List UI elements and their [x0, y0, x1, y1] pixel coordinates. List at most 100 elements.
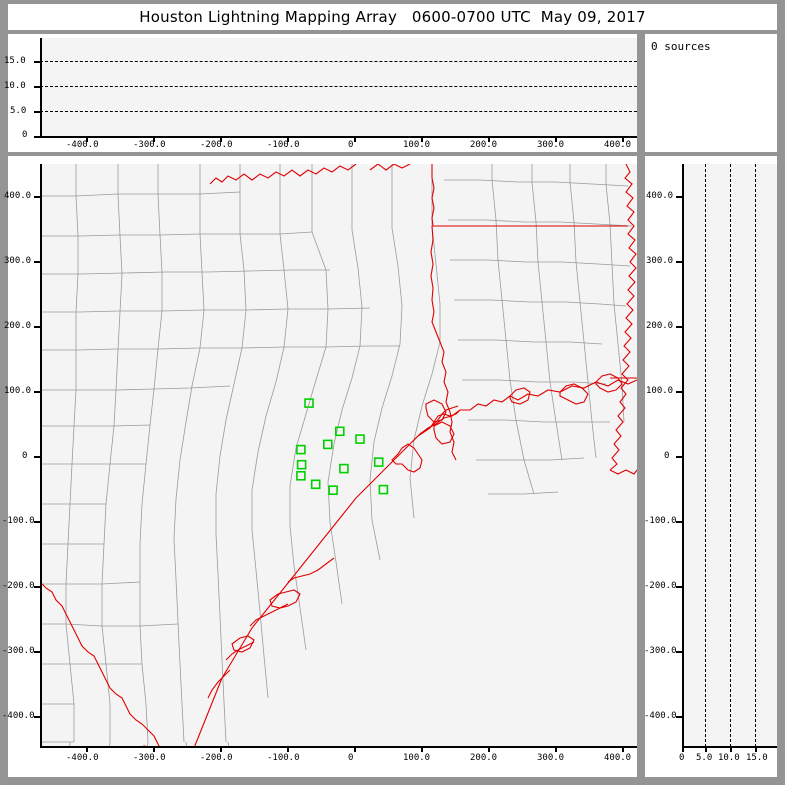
tick-map-x-2: [220, 747, 222, 752]
tick-right-x-2: [730, 747, 732, 752]
tick-label-top-y-2: 10.0: [4, 81, 26, 91]
tick-label-top-x-4: 0: [348, 140, 354, 150]
map-graphics: [40, 164, 637, 747]
tick-map-y-8: [34, 716, 40, 718]
time-height-x-axis: [40, 136, 637, 138]
map-y-axis: [40, 164, 42, 748]
lma-station-marker: [355, 434, 365, 444]
tick-label-map-y-4: 0: [22, 451, 28, 461]
tick-y-10: [34, 86, 40, 88]
rio-grande-border-layer: [40, 581, 161, 747]
tick-right-x-3: [755, 747, 757, 752]
tick-label-right-y-0: 400.0: [646, 191, 674, 201]
tick-label-map-x-5: 100.0: [403, 753, 431, 763]
tick-right-y-3: [676, 391, 682, 393]
tick-label-right-x-1: 5.0: [696, 753, 713, 763]
tick-map-y-6: [34, 586, 40, 588]
tick-label-map-x-2: -200.0: [200, 753, 233, 763]
tick-label-map-y-2: 200.0: [4, 321, 32, 331]
lma-station-marker: [334, 426, 345, 437]
tick-map-y-4: [34, 456, 40, 458]
lma-station-marker: [304, 398, 314, 408]
tick-y-5: [34, 111, 40, 113]
tick-label-top-x-5: 100.0: [403, 140, 431, 150]
gridline-y-5: [40, 111, 637, 112]
tick-label-top-x-1: -300.0: [133, 140, 166, 150]
tick-label-map-y-6: -200.0: [2, 581, 35, 591]
tick-label-right-y-5: -100.0: [644, 516, 677, 526]
tick-label-map-x-3: -100.0: [267, 753, 300, 763]
map-x-axis: [40, 746, 637, 748]
tick-map-y-5: [34, 521, 40, 523]
lma-station-marker: [322, 439, 333, 450]
tick-label-right-x-3: 15.0: [746, 753, 768, 763]
tick-right-y-8: [676, 716, 682, 718]
tick-label-map-x-4: 0: [348, 753, 354, 763]
tick-top-x-7: [555, 137, 557, 142]
lma-station-marker: [378, 484, 389, 495]
tick-label-map-x-6: 200.0: [470, 753, 498, 763]
lma-station-marker: [339, 463, 349, 474]
tick-top-x-5: [421, 137, 423, 142]
tick-label-top-x-0: -400.0: [66, 140, 99, 150]
coastline-layer: [140, 373, 637, 747]
tick-label-top-y-1: 5.0: [10, 106, 27, 116]
time-height-y-axis: [40, 38, 42, 137]
tick-y-15: [34, 61, 40, 63]
tick-top-x-2: [220, 137, 222, 142]
gridline-y-10: [40, 86, 637, 87]
tick-map-y-3: [34, 391, 40, 393]
tick-label-top-y-0: 0: [22, 130, 28, 140]
tick-y-0: [34, 136, 40, 138]
tick-label-right-y-3: 100.0: [646, 386, 674, 396]
tick-label-right-y-8: -400.0: [644, 711, 677, 721]
tick-right-y-5: [676, 521, 682, 523]
tick-label-right-y-6: -200.0: [644, 581, 677, 591]
tick-label-map-y-1: 300.0: [4, 256, 32, 266]
tick-label-right-x-0: 0: [679, 753, 685, 763]
lma-station-marker: [328, 485, 338, 496]
tick-label-right-y-1: 300.0: [646, 256, 674, 266]
state-borders-layer: [209, 164, 637, 475]
tick-label-top-x-2: -200.0: [200, 140, 233, 150]
tick-map-y-1: [34, 261, 40, 263]
tick-top-x-3: [287, 137, 289, 142]
gridline-x-15: [755, 164, 756, 747]
lma-station-marker: [310, 479, 321, 490]
tick-label-right-y-7: -300.0: [644, 646, 677, 656]
tick-label-map-y-5: -100.0: [2, 516, 35, 526]
map-plot-area[interactable]: [40, 164, 637, 747]
tick-right-y-4: [676, 456, 682, 458]
tick-right-y-0: [676, 196, 682, 198]
height-east-west-x-axis: [682, 746, 777, 748]
tick-top-x-0: [86, 137, 88, 142]
tick-label-right-y-2: 200.0: [646, 321, 674, 331]
tick-label-top-x-7: 300.0: [537, 140, 565, 150]
lma-station-marker: [296, 470, 306, 481]
tick-map-x-3: [287, 747, 289, 752]
height-east-west-plot-area[interactable]: [682, 164, 777, 747]
tick-map-x-7: [555, 747, 557, 752]
tick-right-x-0: [682, 747, 684, 752]
tick-label-right-x-2: 10.0: [718, 753, 740, 763]
tick-map-x-5: [421, 747, 423, 752]
tick-label-top-y-3: 15.0: [4, 56, 26, 66]
tick-top-x-8: [622, 137, 624, 142]
tick-label-map-x-8: 400.0: [604, 753, 632, 763]
time-height-plot-area[interactable]: [40, 38, 637, 136]
tick-right-y-7: [676, 651, 682, 653]
lma-station-marker: [296, 444, 306, 455]
tick-map-x-4: [354, 747, 356, 752]
tick-map-y-7: [34, 651, 40, 653]
county-borders-layer: [40, 164, 633, 747]
gridline-x-10: [730, 164, 731, 747]
tick-right-y-6: [676, 586, 682, 588]
tick-label-map-y-7: -300.0: [2, 646, 35, 656]
tick-label-top-x-8: 400.0: [604, 140, 632, 150]
lma-station-marker: [373, 457, 384, 467]
lma-station-markers-layer: [296, 398, 389, 496]
tick-map-x-8: [622, 747, 624, 752]
tick-label-map-y-3: 100.0: [4, 386, 32, 396]
tick-top-x-4: [354, 137, 356, 142]
